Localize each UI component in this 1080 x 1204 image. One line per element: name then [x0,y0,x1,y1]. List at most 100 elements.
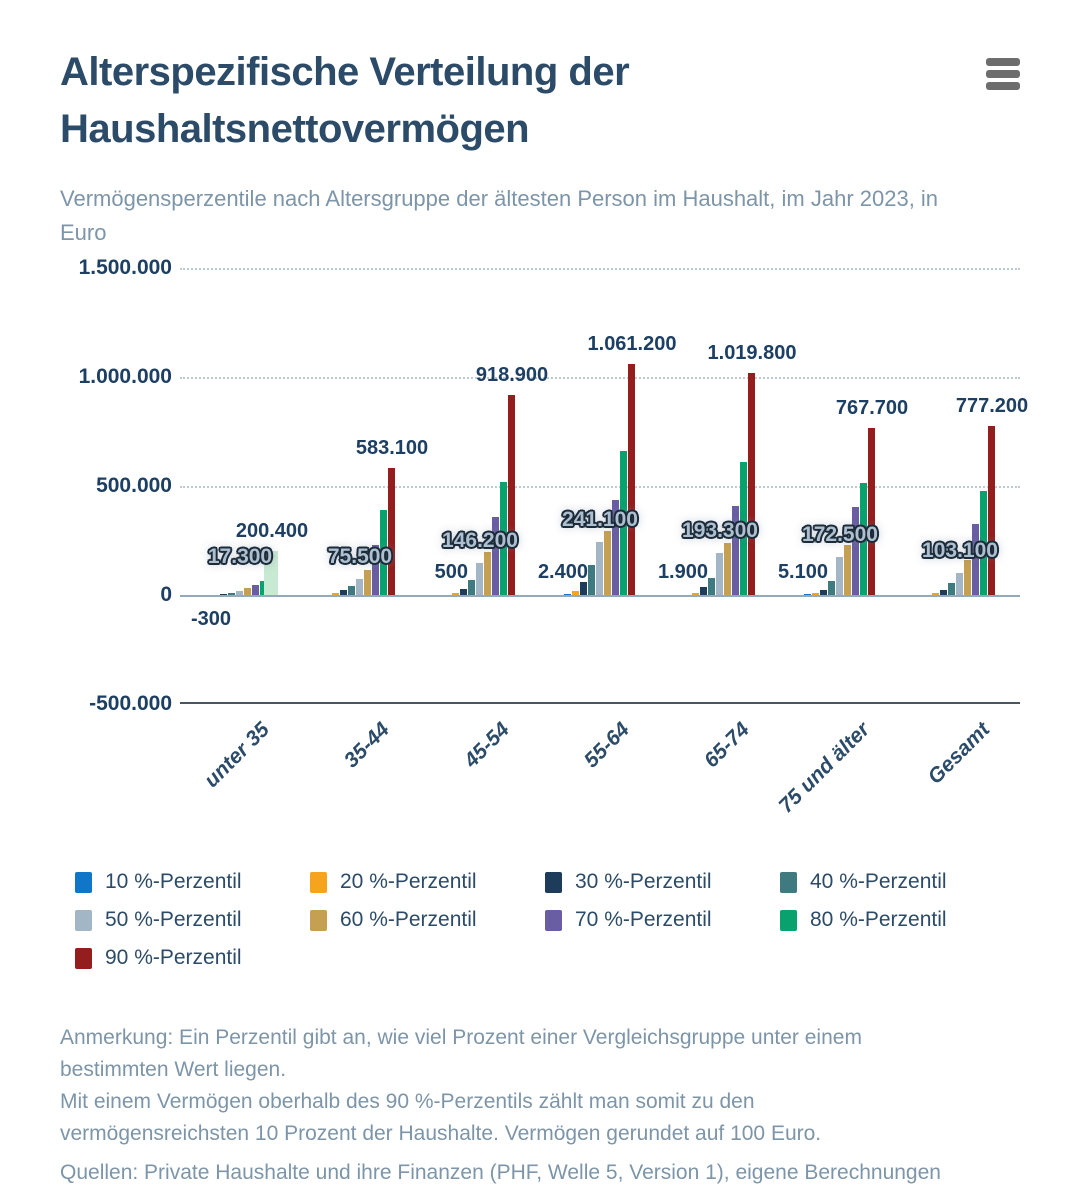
bar-40perzentil[interactable] [228,593,235,595]
legend-label: 60 %-Perzentil [340,908,477,931]
bar-70perzentil[interactable] [372,545,379,595]
notes: Anmerkung: Ein Perzentil gibt an, wie vi… [60,1022,1020,1189]
bar-60perzentil[interactable] [484,552,491,595]
bar-30perzentil[interactable] [940,590,947,595]
bar-50perzentil[interactable] [596,542,603,595]
bar-40perzentil[interactable] [708,578,715,595]
bar-90perzentil[interactable] [988,426,995,595]
value-label-p10: 1.900 [657,561,708,583]
bar-50perzentil[interactable] [836,557,843,595]
bar-10perzentil[interactable] [564,594,571,595]
bar-50perzentil[interactable] [716,553,723,595]
bottom-axis-line [180,702,1020,704]
bar-50perzentil[interactable] [236,591,243,595]
y-tick-label: -500.000 [89,692,172,715]
hamburger-menu-icon[interactable] [986,58,1020,94]
legend-item-60perzentil[interactable]: 60 %-Perzentil [310,908,545,932]
bar-50perzentil[interactable] [356,579,363,595]
bar-50perzentil[interactable] [956,573,963,595]
bar-30perzentil[interactable] [820,590,827,595]
legend-item-10perzentil[interactable]: 10 %-Perzentil [75,870,310,894]
value-label-p50: 17.300 [207,545,273,568]
value-label-p50: 193.300 [682,519,758,542]
legend: 10 %-Perzentil 20 %-Perzentil 30 %-Perzent… [75,870,1020,970]
note-line: vermögensreichsten 10 Prozent der Hausha… [60,1122,822,1145]
bar-10perzentil[interactable] [804,594,811,595]
value-label-p90: 1.061.200 [587,333,677,355]
legend-swatch-icon [75,871,92,893]
bar-70perzentil[interactable] [252,585,259,595]
y-tick-label: 0 [160,583,172,606]
legend-label: 80 %-Perzentil [810,908,947,931]
value-label-p90: 767.700 [835,397,909,419]
legend-item-20perzentil[interactable]: 20 %-Perzentil [310,870,545,894]
legend-item-30perzentil[interactable]: 30 %-Perzentil [545,870,780,894]
legend-item-90perzentil[interactable]: 90 %-Perzentil [75,946,310,970]
bar-90perzentil[interactable] [388,468,395,595]
legend-swatch-icon [545,871,562,893]
bar-70perzentil[interactable] [612,500,619,595]
chart-region: 1.500.000 1.000.000 500.000 0 -500.000 200.4… [60,256,1029,834]
bar-group: 767.700 172.500 5.100 [778,268,908,595]
bar-70perzentil[interactable] [732,506,739,595]
value-label-p10: 500 [434,561,468,583]
x-axis-label: 45-54 [460,718,515,773]
bar-20perzentil[interactable] [692,593,699,595]
bar-40perzentil[interactable] [828,581,835,595]
note-line: bestimmten Wert liegen. [60,1058,287,1081]
bar-60perzentil[interactable] [964,560,971,595]
bar-70perzentil[interactable] [852,507,859,595]
bar-60perzentil[interactable] [244,588,251,595]
y-tick-label: 1.000.000 [78,365,172,388]
bar-60perzentil[interactable] [604,531,611,595]
bar-20perzentil[interactable] [572,591,579,595]
bar-90perzentil[interactable] [628,364,635,595]
bar-40perzentil[interactable] [348,586,355,595]
bar-70perzentil[interactable] [492,517,499,595]
plot-area: 200.400 17.300 -300 583.100 75.500 918.900 146… [180,268,1028,704]
value-label-p90: 918.900 [475,364,549,386]
bar-80perzentil[interactable] [980,491,987,595]
bar-80perzentil[interactable] [860,483,867,595]
bar-20perzentil[interactable] [452,593,459,595]
bar-20perzentil[interactable] [332,593,339,595]
value-label-p50: 241.100 [562,508,638,531]
bar-90perzentil[interactable] [264,551,278,595]
bar-30perzentil[interactable] [220,594,227,595]
bar-70perzentil[interactable] [972,524,979,595]
bar-60perzentil[interactable] [844,545,851,595]
header: Alterspezifische Verteilung der Haushalt… [60,44,1020,158]
bar-90perzentil[interactable] [868,428,875,595]
bar-80perzentil[interactable] [380,510,387,595]
hamburger-bar [986,58,1020,66]
legend-swatch-icon [75,909,92,931]
bar-30perzentil[interactable] [700,587,707,595]
bar-50perzentil[interactable] [476,563,483,595]
legend-item-80perzentil[interactable]: 80 %-Perzentil [780,908,1015,932]
gridline [180,377,1020,379]
bar-group: 200.400 17.300 -300 [180,268,308,630]
bar-60perzentil[interactable] [724,543,731,595]
bar-20perzentil[interactable] [932,593,939,595]
legend-label: 20 %-Perzentil [340,870,477,893]
bar-40perzentil[interactable] [468,580,475,595]
legend-item-50perzentil[interactable]: 50 %-Perzentil [75,908,310,932]
bar-80perzentil[interactable] [740,462,747,595]
bar-80perzentil[interactable] [620,451,627,595]
bar-90perzentil[interactable] [508,395,515,595]
bar-30perzentil[interactable] [580,582,587,595]
legend-swatch-icon [75,947,92,969]
bar-80perzentil[interactable] [260,581,267,595]
bar-90perzentil[interactable] [748,373,755,595]
x-axis-label: 35-44 [340,718,395,773]
bar-40perzentil[interactable] [588,565,595,595]
legend-item-70perzentil[interactable]: 70 %-Perzentil [545,908,780,932]
bar-30perzentil[interactable] [460,589,467,595]
bar-60perzentil[interactable] [364,570,371,595]
bar-40perzentil[interactable] [948,583,955,595]
page-title: Alterspezifische Verteilung der Haushalt… [60,50,630,151]
bar-20perzentil[interactable] [812,593,819,595]
bar-80perzentil[interactable] [500,482,507,595]
legend-item-40perzentil[interactable]: 40 %-Perzentil [780,870,1015,894]
bar-30perzentil[interactable] [340,590,347,595]
